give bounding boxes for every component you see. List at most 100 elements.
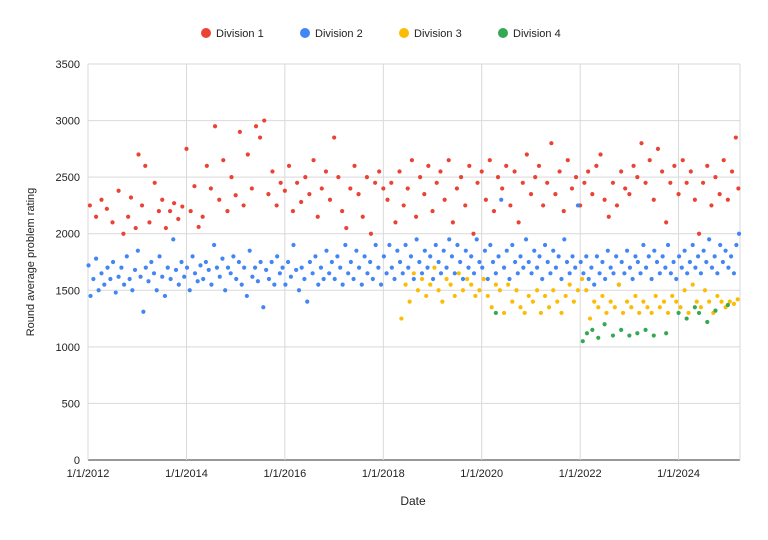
data-point — [384, 271, 389, 276]
data-point — [302, 276, 307, 282]
data-point — [515, 271, 520, 276]
data-point — [563, 293, 568, 299]
data-point — [364, 175, 370, 180]
data-point — [110, 259, 116, 265]
data-point — [324, 248, 329, 253]
data-point — [495, 175, 501, 180]
data-point — [305, 299, 310, 304]
data-point — [477, 259, 482, 265]
data-point — [184, 265, 190, 270]
data-point — [124, 254, 129, 259]
data-point — [586, 276, 591, 282]
data-point — [504, 248, 509, 253]
data-point — [272, 282, 277, 287]
gridlines — [87, 63, 741, 461]
data-point — [590, 327, 595, 332]
data-point — [180, 204, 185, 209]
data-point — [338, 265, 343, 270]
data-point — [387, 242, 392, 248]
data-point — [360, 214, 365, 219]
data-point — [665, 310, 671, 316]
data-point — [130, 288, 135, 293]
data-point — [152, 180, 157, 185]
data-point — [168, 276, 173, 282]
data-point — [399, 316, 404, 321]
data-point — [575, 203, 581, 208]
data-point — [694, 299, 699, 304]
data-point — [707, 237, 712, 242]
data-point — [723, 248, 728, 253]
data-point — [594, 163, 599, 168]
data-point — [685, 271, 690, 276]
data-point — [362, 254, 367, 259]
data-point — [351, 276, 356, 282]
data-point — [241, 203, 246, 208]
data-point — [96, 288, 101, 293]
data-point — [313, 254, 318, 259]
data-point — [247, 248, 252, 253]
data-point — [257, 135, 263, 140]
data-point — [368, 231, 374, 236]
data-point — [332, 276, 337, 282]
data-point — [482, 248, 488, 253]
data-point — [221, 158, 226, 163]
data-point — [146, 279, 151, 284]
data-point — [188, 208, 193, 214]
data-point — [542, 293, 548, 299]
data-point — [514, 288, 519, 293]
data-point — [266, 276, 272, 282]
data-point — [580, 339, 585, 344]
data-point — [520, 180, 525, 185]
data-point — [608, 299, 613, 304]
data-point — [604, 310, 609, 316]
data-point — [469, 254, 474, 259]
data-point — [151, 271, 157, 276]
data-point — [294, 267, 299, 273]
data-point — [409, 158, 415, 163]
data-point — [719, 299, 724, 304]
data-point — [119, 265, 124, 270]
data-point — [458, 175, 464, 180]
data-point — [450, 220, 455, 225]
x-axis-label: Date — [400, 494, 426, 508]
legend: Division 1 Division 2 Division 3 Division 4 — [201, 28, 561, 40]
data-point — [518, 254, 523, 259]
data-point — [280, 265, 285, 270]
data-point — [635, 175, 640, 180]
data-point — [389, 180, 394, 185]
data-point — [726, 265, 731, 270]
data-point — [537, 254, 542, 259]
data-point — [614, 254, 619, 259]
data-point — [654, 259, 660, 265]
legend-marker — [498, 28, 508, 38]
data-point — [573, 265, 578, 270]
data-point — [518, 305, 523, 310]
data-point — [668, 271, 673, 276]
data-point — [687, 259, 692, 265]
data-point — [327, 197, 333, 202]
data-point — [479, 169, 484, 174]
data-point — [179, 259, 184, 265]
data-point — [264, 267, 269, 273]
data-point — [440, 299, 445, 304]
data-point — [526, 259, 531, 265]
data-point — [242, 265, 247, 270]
data-point — [556, 254, 561, 259]
data-point — [562, 237, 567, 242]
data-point — [729, 254, 734, 259]
data-point — [700, 180, 706, 185]
data-point — [579, 276, 585, 282]
data-point — [133, 225, 138, 231]
data-point — [587, 316, 593, 321]
data-point — [373, 180, 378, 185]
data-point — [422, 248, 427, 253]
data-point — [549, 141, 554, 146]
data-point — [327, 271, 332, 276]
data-point — [91, 276, 96, 282]
data-point — [463, 203, 468, 208]
data-point — [335, 254, 340, 259]
data-point — [143, 163, 148, 168]
data-point — [262, 118, 267, 123]
data-point — [469, 282, 474, 287]
